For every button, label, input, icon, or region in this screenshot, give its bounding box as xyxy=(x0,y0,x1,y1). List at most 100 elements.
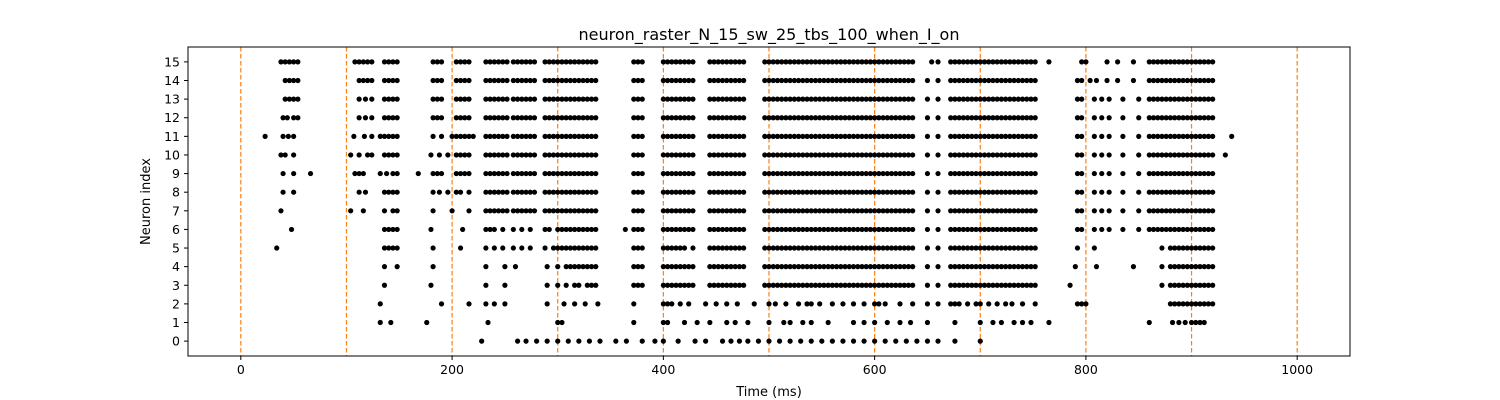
spike-n13-53 xyxy=(690,96,696,102)
spike-n13-4 xyxy=(356,96,362,102)
spike-n7-87 xyxy=(901,208,907,214)
spike-n14-3 xyxy=(295,77,301,84)
spike-n8-33 xyxy=(572,189,578,195)
spike-n12-77 xyxy=(821,115,827,121)
spike-n8-55 xyxy=(728,189,734,195)
spike-n13-87 xyxy=(863,96,869,102)
spike-n13-106 xyxy=(969,96,975,102)
spike-n12-94 xyxy=(893,115,899,121)
spike-n2-63 xyxy=(1201,301,1207,307)
spike-n11-75 xyxy=(804,133,810,139)
spike-n5-92 xyxy=(990,245,996,251)
spike-n10-136 xyxy=(1176,152,1182,158)
spike-n14-0 xyxy=(282,77,288,84)
spike-n9-99 xyxy=(924,170,931,177)
spike-n13-22 xyxy=(500,96,506,102)
spike-n7-90 xyxy=(924,208,931,214)
spike-n6-8 xyxy=(487,226,493,233)
spike-n15-97 xyxy=(893,59,899,65)
spike-n8-137 xyxy=(1197,189,1203,195)
spike-n9-27 xyxy=(523,170,529,177)
spike-n9-106 xyxy=(969,170,975,177)
spike-n11-49 xyxy=(664,133,671,139)
spike-n15-58 xyxy=(711,59,717,65)
spike-n11-117 xyxy=(1007,133,1013,139)
spike-n6-55 xyxy=(795,226,802,233)
spike-n12-71 xyxy=(795,115,802,121)
spike-n15-65 xyxy=(741,59,747,65)
spike-n3-11 xyxy=(593,282,599,288)
spike-n5-78 xyxy=(905,245,912,251)
spike-n9-94 xyxy=(893,170,899,177)
spike-n10-40 xyxy=(584,152,590,158)
spike-n13-92 xyxy=(884,96,890,102)
spike-n15-92 xyxy=(872,59,878,65)
spike-n6-83 xyxy=(924,226,931,233)
spike-n15-24 xyxy=(495,59,502,65)
spike-n11-25 xyxy=(504,133,510,139)
spike-n9-69 xyxy=(787,170,793,177)
spike-n14-45 xyxy=(635,77,641,84)
spike-n10-35 xyxy=(563,152,569,158)
spike-n2-36 xyxy=(897,301,903,307)
spike-n15-142 xyxy=(1193,59,1199,65)
spike-n13-74 xyxy=(808,96,814,102)
spike-n6-107 xyxy=(1079,226,1085,233)
spike-n7-61 xyxy=(791,208,797,214)
spike-n11-60 xyxy=(724,133,730,139)
spike-n7-29 xyxy=(576,208,582,214)
spike-n8-39 xyxy=(631,189,637,195)
spike-n12-74 xyxy=(808,115,814,121)
spike-n8-75 xyxy=(829,189,835,195)
spike-n3-60 xyxy=(880,282,886,288)
spike-n12-29 xyxy=(531,115,538,121)
spike-n9-64 xyxy=(766,170,772,177)
spike-n14-18 xyxy=(466,77,472,84)
spike-n12-89 xyxy=(872,115,878,121)
spike-n0-23 xyxy=(766,338,772,344)
spike-n12-84 xyxy=(850,115,857,121)
spike-n15-8 xyxy=(364,59,371,65)
spike-n11-85 xyxy=(846,133,852,139)
spike-n4-41 xyxy=(783,264,789,270)
spike-n15-15 xyxy=(434,59,440,65)
spike-n15-21 xyxy=(483,59,489,65)
spike-n14-30 xyxy=(531,77,538,84)
spike-n2-20 xyxy=(734,301,740,307)
spike-n7-17 xyxy=(519,208,525,214)
spike-n13-42 xyxy=(593,96,599,102)
spike-n13-144 xyxy=(1210,96,1216,102)
spike-n14-37 xyxy=(567,77,574,84)
spike-n0-6 xyxy=(565,338,571,344)
spike-n12-68 xyxy=(783,115,789,121)
spike-n9-51 xyxy=(681,170,688,177)
spike-n10-107 xyxy=(973,152,979,158)
spike-n9-13 xyxy=(438,170,445,177)
spike-n2-34 xyxy=(876,301,882,307)
spike-n6-119 xyxy=(1172,226,1178,233)
spike-n15-137 xyxy=(1172,59,1178,65)
spike-n15-39 xyxy=(567,59,574,65)
spike-n13-25 xyxy=(514,96,521,102)
spike-n12-35 xyxy=(563,115,569,121)
spike-n11-131 xyxy=(1146,133,1152,139)
spike-n11-76 xyxy=(808,133,814,139)
spike-n15-25 xyxy=(500,59,506,65)
spike-n4-66 xyxy=(888,264,895,270)
spike-n11-118 xyxy=(1011,133,1017,139)
spike-n12-55 xyxy=(711,115,717,121)
spike-n11-52 xyxy=(677,133,683,139)
spike-n15-105 xyxy=(952,59,958,65)
spike-n3-59 xyxy=(876,282,882,288)
spike-n14-115 xyxy=(1003,77,1009,84)
spike-n4-47 xyxy=(808,264,814,270)
spike-n6-46 xyxy=(741,226,747,233)
spike-n6-120 xyxy=(1176,226,1182,233)
spike-n15-22 xyxy=(487,59,493,65)
spike-n8-66 xyxy=(791,189,797,195)
spike-n5-43 xyxy=(741,245,747,251)
spike-n6-35 xyxy=(681,226,688,233)
spike-n1-36 xyxy=(1146,319,1152,326)
spike-n12-15 xyxy=(457,115,464,121)
spike-n8-84 xyxy=(867,189,874,195)
